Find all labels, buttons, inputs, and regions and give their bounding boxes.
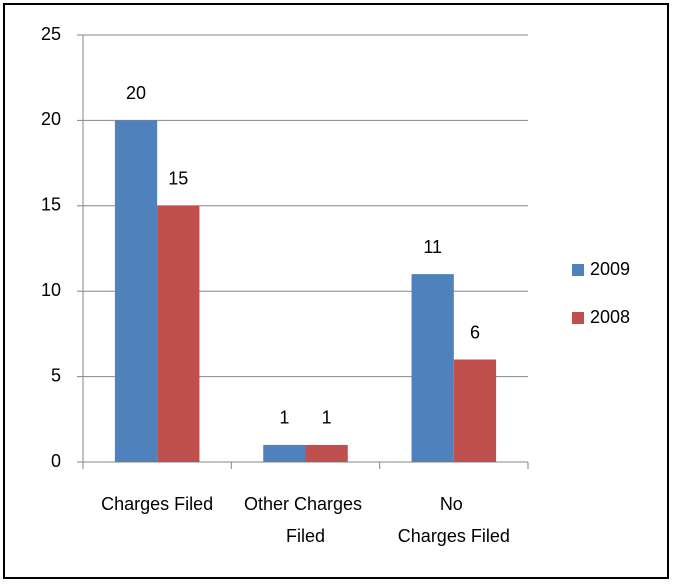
bar xyxy=(411,274,454,462)
y-tick-label: 25 xyxy=(41,24,61,44)
x-tick-label-line: Charges Filed xyxy=(398,526,510,546)
x-tick-label-line: No xyxy=(440,494,468,514)
legend-swatch xyxy=(572,264,584,276)
y-tick-label: 20 xyxy=(41,109,61,129)
bar xyxy=(114,120,158,463)
y-tick-label: 5 xyxy=(51,365,61,385)
x-tick-label: Other Charges Filed xyxy=(244,494,367,546)
x-tick-label-line: Filed xyxy=(286,526,325,546)
y-tick-label: 0 xyxy=(51,451,61,471)
x-tick-label: No Charges Filed xyxy=(398,494,510,546)
data-label: 6 xyxy=(470,322,480,342)
bar xyxy=(305,444,348,462)
legend-label: 2008 xyxy=(590,307,630,327)
bar xyxy=(157,205,200,463)
data-label: 1 xyxy=(322,408,332,428)
legend-label: 2009 xyxy=(590,259,630,279)
bar xyxy=(263,444,306,462)
y-tick-label: 15 xyxy=(41,195,61,215)
legend-swatch xyxy=(572,312,584,324)
data-label: 15 xyxy=(168,169,188,189)
data-label: 20 xyxy=(126,83,146,103)
bar xyxy=(453,359,497,462)
data-label: 11 xyxy=(423,237,442,257)
x-tick-label-line: Other Charges xyxy=(244,494,367,514)
x-tick-label: Charges Filed xyxy=(101,494,213,514)
y-tick-label: 10 xyxy=(41,280,61,300)
data-label: 1 xyxy=(279,408,289,428)
